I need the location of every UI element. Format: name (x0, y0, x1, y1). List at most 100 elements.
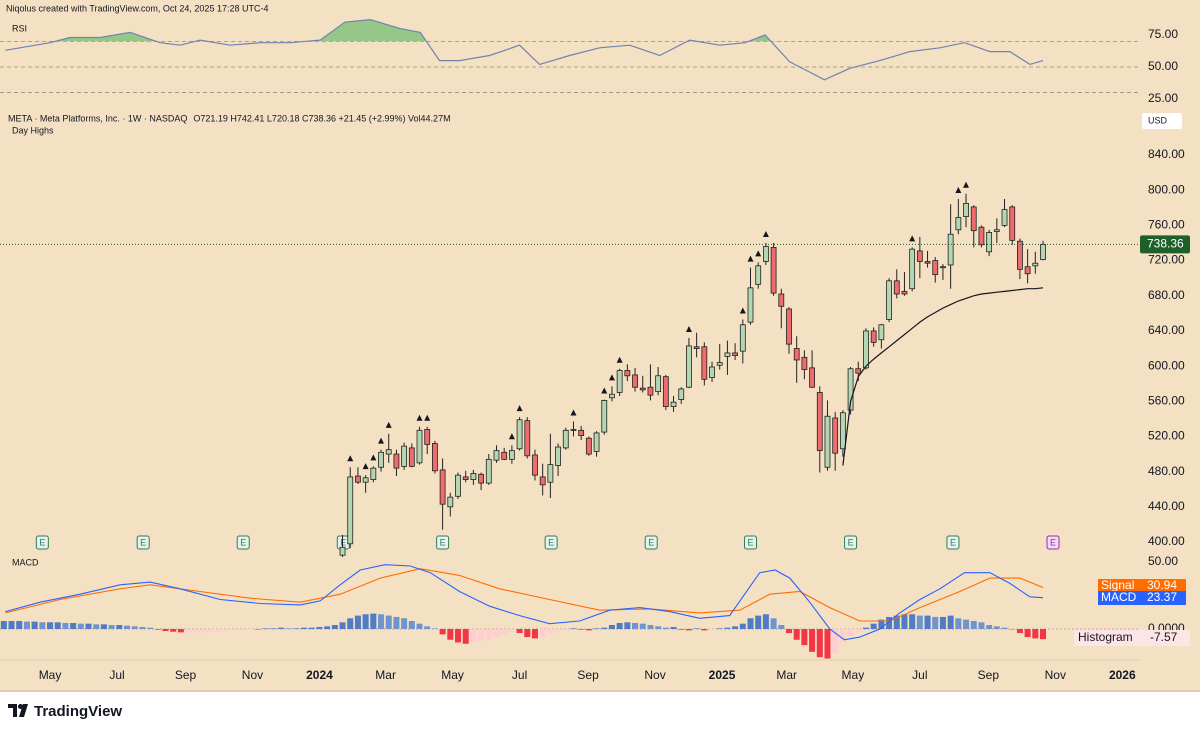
day-high-marker (755, 250, 762, 257)
x-tick-label: 2024 (306, 668, 333, 682)
histogram-bar (886, 616, 893, 630)
histogram-bar (354, 615, 361, 630)
histogram-bar (647, 625, 654, 630)
histogram-bar (200, 629, 207, 633)
histogram-bar (1032, 629, 1039, 639)
logo-mark (8, 704, 28, 717)
histogram-bar (331, 625, 338, 630)
day-high-marker (516, 405, 523, 412)
x-tick-label: Mar (776, 668, 797, 682)
day-high-marker (747, 255, 754, 262)
histogram-bar (839, 629, 846, 643)
candle-body (1009, 206, 1016, 241)
candle-body (847, 368, 854, 411)
histogram-bar (408, 620, 415, 630)
candle-body (824, 415, 831, 468)
histogram-bar (247, 629, 254, 630)
histogram-bar (531, 629, 538, 639)
candle-body (770, 246, 777, 294)
histogram-bar (993, 626, 1000, 630)
histogram-bar (231, 629, 238, 631)
candle-body (786, 308, 792, 345)
candle-body (609, 393, 615, 399)
histogram-bar (416, 623, 423, 630)
candle-body (493, 450, 500, 461)
histogram-bar (709, 629, 716, 630)
histogram-bar (108, 625, 115, 630)
histogram-bar (693, 628, 700, 630)
earnings-marker (236, 535, 250, 550)
candle-body (947, 233, 954, 266)
candle-body (1024, 266, 1031, 275)
histogram-bar (793, 629, 800, 640)
day-high-marker (762, 230, 769, 237)
histogram-bar (932, 616, 939, 630)
candle-body (693, 346, 700, 349)
candle-body (686, 345, 692, 388)
candle-body (516, 419, 523, 450)
earnings-label: E (440, 537, 446, 547)
legend-name: Signal (1101, 578, 1134, 592)
candle-body (978, 226, 985, 246)
histogram-bar (685, 629, 692, 631)
histogram-bar (301, 627, 308, 630)
earnings-label: E (848, 537, 854, 547)
histogram-bar (701, 629, 708, 631)
x-tick-label: May (39, 668, 62, 682)
y-tick-label: 640.00 (1148, 323, 1185, 337)
candle-body (963, 203, 969, 218)
histogram-bar (262, 628, 269, 630)
histogram-bar (147, 627, 154, 630)
candle-body (909, 248, 916, 290)
currency-box (1142, 113, 1182, 129)
candle-body (755, 265, 762, 285)
x-tick-label: 2026 (1109, 668, 1136, 682)
candle-body (532, 454, 538, 476)
y-tick-label: 440.00 (1148, 499, 1185, 513)
histogram-bar (208, 629, 215, 632)
candle-body (639, 387, 646, 391)
histogram-bar (801, 629, 808, 646)
histogram-bar (8, 620, 15, 630)
histogram-bar (762, 614, 769, 630)
histogram-bar (578, 629, 585, 630)
candle-body (485, 458, 492, 484)
candle-body (432, 443, 438, 472)
histogram-bar (54, 622, 61, 630)
earnings-label: E (240, 537, 246, 547)
legend-value: 23.37 (1147, 590, 1177, 604)
histogram-bar (424, 626, 431, 630)
earnings-marker (644, 535, 658, 550)
candle-body (455, 474, 461, 497)
y-tick-label: 680.00 (1148, 288, 1185, 302)
histogram-bar (62, 622, 69, 630)
histogram-bar (924, 615, 931, 630)
candle-body (347, 476, 354, 545)
x-tick-label: Nov (644, 668, 665, 682)
histogram-bar (177, 629, 184, 633)
histogram-bar (1040, 629, 1047, 640)
earnings-marker (436, 535, 450, 550)
histogram-bar (131, 626, 138, 630)
candle-body (801, 356, 808, 371)
candle-body (816, 392, 823, 451)
histogram-bar (478, 629, 485, 642)
candle-body (585, 437, 592, 455)
earnings-label: E (950, 537, 956, 547)
candle-body (724, 352, 731, 357)
day-high-marker (570, 409, 577, 416)
candle-body (524, 420, 531, 457)
candle-body (570, 429, 577, 431)
histogram-bar (293, 628, 300, 630)
logo-text: TradingView (34, 703, 122, 720)
candle-body (670, 401, 677, 407)
candle-body (901, 290, 908, 295)
histogram-bar (539, 629, 546, 638)
y-tick-label: 480.00 (1148, 464, 1185, 478)
candle-body (863, 330, 869, 369)
histogram-bar (632, 622, 639, 630)
histogram-bar (16, 620, 23, 630)
day-high-marker (378, 437, 385, 444)
histogram-bar (785, 629, 792, 634)
y-tick-label: 560.00 (1148, 393, 1185, 407)
